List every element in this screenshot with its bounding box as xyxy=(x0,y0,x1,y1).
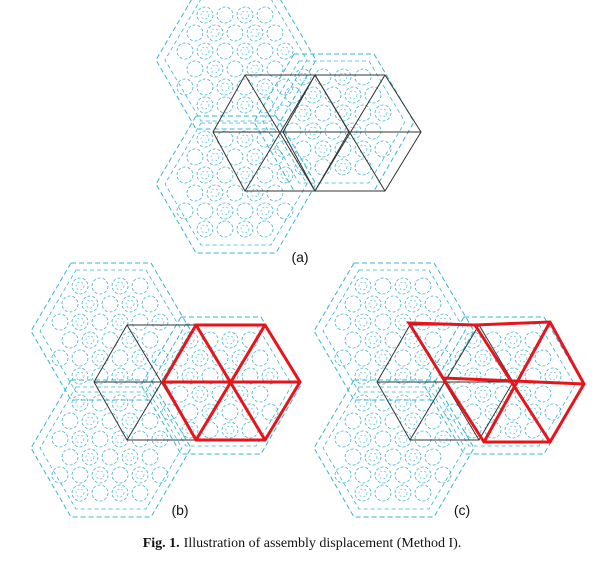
assembly-grid xyxy=(212,74,422,192)
caption-label: Fig. 1. xyxy=(142,536,180,551)
figure-caption: Fig. 1. Illustration of assembly displace… xyxy=(0,536,604,552)
displaced-assembly xyxy=(161,323,302,442)
displaced-assembly xyxy=(406,320,586,444)
panel-label: (b) xyxy=(171,502,188,518)
panel-a: (a) xyxy=(155,0,422,265)
panel-label: (a) xyxy=(291,249,308,265)
caption-text: Illustration of assembly displacement (M… xyxy=(183,536,462,551)
panel-c: (c) xyxy=(313,262,586,518)
panel-label: (c) xyxy=(454,502,470,518)
panel-b: (b) xyxy=(30,262,302,518)
